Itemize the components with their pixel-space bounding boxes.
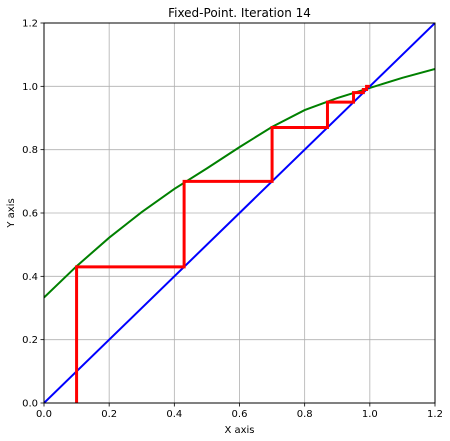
y-tick-label: 1.2 [22,19,38,30]
x-tick-label: 0.0 [36,409,52,420]
x-tick-label: 0.2 [101,409,117,420]
x-tick-label: 0.4 [166,409,182,420]
tick-layer: 0.0 0.2 0.4 0.6 0.8 1.0 1.2 0.0 0.2 0.4 0.6 0.8 1.0 1… [22,19,443,421]
x-axis-label: X axis [224,425,254,436]
series-layer [44,23,435,403]
y-tick-label: 0.4 [22,272,38,283]
iteration-path-line [75,84,370,403]
x-tick-label: 0.6 [232,409,248,420]
x-tick-label: 1.0 [362,409,378,420]
y-tick-label: 0.6 [22,209,38,220]
y-tick-label: 1.0 [22,82,38,93]
curve-g-line [44,67,435,299]
y-tick-label: 0.2 [22,335,38,346]
y-axis-label: Y axis [6,198,17,228]
y-tick-label: 0.8 [22,145,38,156]
x-tick-label: 0.8 [297,409,313,420]
chart-title: Fixed-Point. Iteration 14 [168,6,311,20]
x-tick-label: 1.2 [427,409,443,420]
y-tick-label: 0.0 [22,399,38,410]
diagonal-line [44,23,435,403]
